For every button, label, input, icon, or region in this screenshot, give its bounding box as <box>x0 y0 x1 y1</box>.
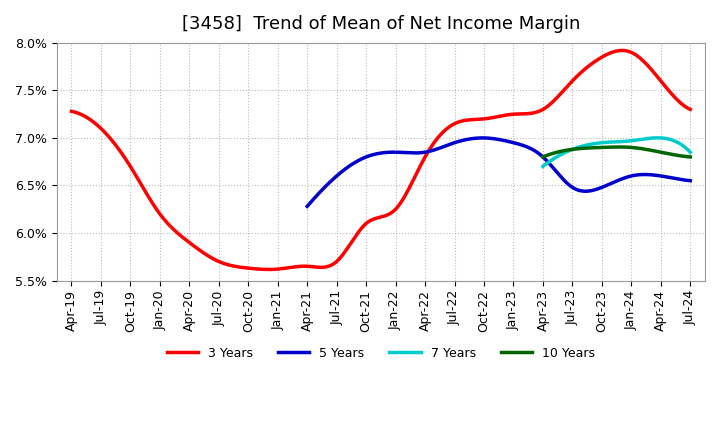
10 Years <box>626 145 635 150</box>
7 Years <box>626 138 635 143</box>
3 Years <box>632 53 641 58</box>
10 Years <box>686 154 695 160</box>
5 Years <box>652 172 660 178</box>
7 Years <box>663 136 672 141</box>
Title: [3458]  Trend of Mean of Net Income Margin: [3458] Trend of Mean of Net Income Margi… <box>181 15 580 33</box>
7 Years <box>539 163 548 169</box>
5 Years <box>686 178 695 183</box>
5 Years <box>304 202 312 208</box>
3 Years <box>438 131 446 136</box>
3 Years <box>67 109 76 114</box>
5 Years <box>539 154 547 160</box>
7 Years <box>654 135 662 140</box>
Legend: 3 Years, 5 Years, 7 Years, 10 Years: 3 Years, 5 Years, 7 Years, 10 Years <box>162 341 600 365</box>
10 Years <box>629 145 638 150</box>
10 Years <box>672 153 681 158</box>
3 Years <box>686 107 695 112</box>
10 Years <box>663 151 672 156</box>
3 Years <box>590 59 599 64</box>
5 Years <box>303 204 312 209</box>
3 Years <box>436 133 444 138</box>
5 Years <box>531 148 539 154</box>
10 Years <box>539 154 548 159</box>
Line: 10 Years: 10 Years <box>543 147 690 157</box>
7 Years <box>539 164 547 169</box>
5 Years <box>532 149 541 154</box>
Line: 5 Years: 5 Years <box>307 138 690 206</box>
3 Years <box>618 48 626 53</box>
Line: 3 Years: 3 Years <box>71 51 690 269</box>
5 Years <box>478 135 487 140</box>
10 Years <box>627 145 636 150</box>
3 Years <box>69 109 78 114</box>
7 Years <box>626 138 634 143</box>
7 Years <box>686 150 695 155</box>
7 Years <box>629 138 637 143</box>
7 Years <box>672 139 681 145</box>
5 Years <box>627 173 636 179</box>
Line: 7 Years: 7 Years <box>543 138 690 166</box>
10 Years <box>615 144 624 150</box>
10 Years <box>539 154 547 160</box>
3 Years <box>264 267 272 272</box>
3 Years <box>448 122 456 128</box>
